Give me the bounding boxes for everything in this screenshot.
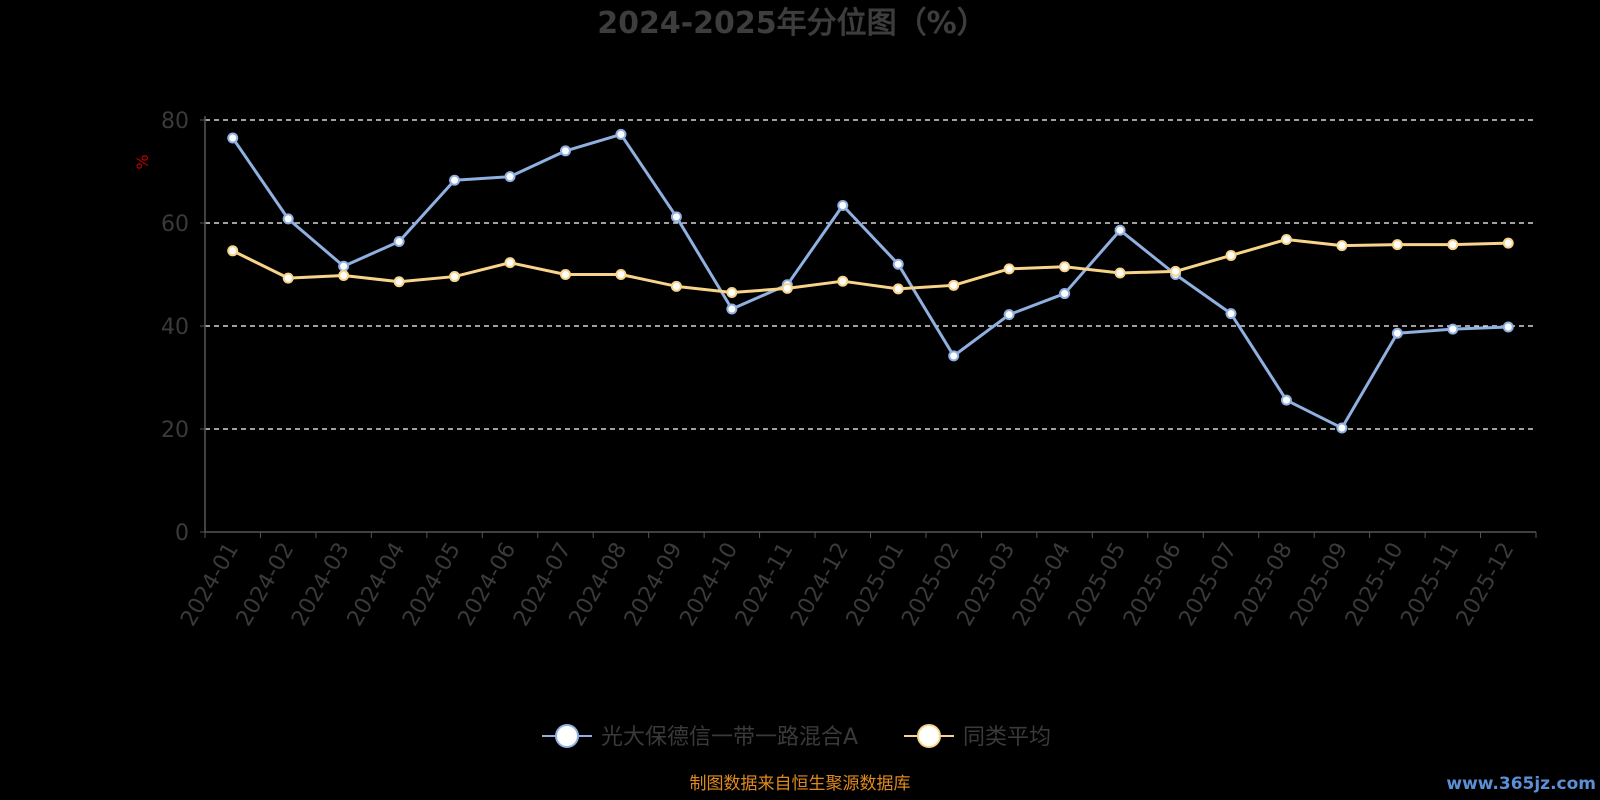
series-0-point-2024-05 xyxy=(449,174,461,186)
series-1-point-2024-02 xyxy=(282,272,294,284)
series-1-point-2024-10 xyxy=(726,287,738,299)
legend-item-average[interactable]: 同类平均 xyxy=(904,724,1051,750)
series-1-point-2025-08 xyxy=(1280,233,1292,245)
y-axis-label: % xyxy=(133,154,152,169)
y-tick-label-20: 20 xyxy=(161,418,189,443)
series-1-point-2025-11 xyxy=(1447,239,1459,251)
series-0-point-2024-12 xyxy=(837,199,849,211)
series-0-point-2024-03 xyxy=(338,260,350,272)
series-1-point-2024-11 xyxy=(781,282,793,294)
series-1-point-2025-05 xyxy=(1114,267,1126,279)
series-1-point-2024-05 xyxy=(449,271,461,283)
legend-fund-marker xyxy=(555,724,579,748)
series-0-point-2025-05 xyxy=(1114,224,1126,236)
series-0-point-2025-10 xyxy=(1391,327,1403,339)
series-0-point-2024-02 xyxy=(282,213,294,225)
series-1-point-2025-10 xyxy=(1391,239,1403,251)
y-tick-label-80: 80 xyxy=(161,109,189,134)
series-0-point-2024-08 xyxy=(615,128,627,140)
series-0-point-2024-07 xyxy=(559,145,571,157)
y-tick-label-0: 0 xyxy=(175,521,189,546)
watermark: www.365jz.com xyxy=(1446,774,1596,794)
series-1-point-2024-06 xyxy=(504,257,516,269)
series-0-point-2024-10 xyxy=(726,303,738,315)
y-tick-label-40: 40 xyxy=(161,315,189,340)
series-0-line xyxy=(231,132,1510,430)
series-1-point-2025-09 xyxy=(1336,240,1348,252)
series-0-point-2025-08 xyxy=(1280,394,1292,406)
series-0-point-2024-06 xyxy=(504,171,516,183)
series-1-line xyxy=(231,237,1510,295)
series-1-point-2024-01 xyxy=(227,245,239,257)
series-1-point-2024-04 xyxy=(393,276,405,288)
series-0-point-2025-01 xyxy=(892,258,904,270)
series-0-point-2024-09 xyxy=(670,211,682,223)
series-1 xyxy=(227,233,1514,299)
series-1-point-2025-03 xyxy=(1003,263,1015,275)
x-tick-labels: 2024-012024-022024-032024-042024-052024-… xyxy=(176,538,1519,630)
series-1-point-2025-04 xyxy=(1059,261,1071,273)
grid-lines xyxy=(205,119,1536,430)
series-1-point-2024-08 xyxy=(615,269,627,280)
series-1-point-2025-01 xyxy=(892,283,904,295)
series-0-point-2025-12 xyxy=(1502,321,1514,333)
series-0-point-2024-01 xyxy=(227,132,239,144)
series-1-point-2025-06 xyxy=(1170,265,1182,277)
axes xyxy=(200,116,1537,538)
series-0-point-2025-02 xyxy=(948,350,960,362)
series-0-point-2025-07 xyxy=(1225,308,1237,320)
series-1-point-2025-02 xyxy=(948,279,960,291)
y-tick-labels: 0 20 40 60 80 xyxy=(161,109,189,546)
series-1-point-2025-07 xyxy=(1225,249,1237,261)
series-0-point-2025-04 xyxy=(1059,288,1071,300)
series-1-point-2024-07 xyxy=(559,269,571,280)
data-source-note: 制图数据来自恒生聚源数据库 xyxy=(690,774,911,794)
legend[interactable]: 光大保德信一带一路混合A 同类平均 xyxy=(542,724,1051,750)
legend-fund-label: 光大保德信一带一路混合A xyxy=(601,725,858,750)
legend-item-fund[interactable]: 光大保德信一带一路混合A xyxy=(542,724,858,750)
series-0-point-2025-03 xyxy=(1003,309,1015,321)
legend-average-marker xyxy=(917,724,941,748)
series-0-point-2024-04 xyxy=(393,236,405,248)
series-lines xyxy=(227,128,1514,434)
series-0-point-2025-09 xyxy=(1336,422,1348,434)
series-0-point-2025-11 xyxy=(1447,323,1459,335)
series-1-point-2025-12 xyxy=(1502,237,1514,249)
series-0 xyxy=(227,128,1514,434)
series-1-point-2024-09 xyxy=(670,280,682,292)
series-1-point-2024-03 xyxy=(338,270,350,282)
y-tick-label-60: 60 xyxy=(161,212,189,237)
chart-title: 2024-2025年分位图（%） xyxy=(597,6,987,41)
legend-average-label: 同类平均 xyxy=(963,725,1051,750)
series-1-point-2024-12 xyxy=(837,275,849,287)
